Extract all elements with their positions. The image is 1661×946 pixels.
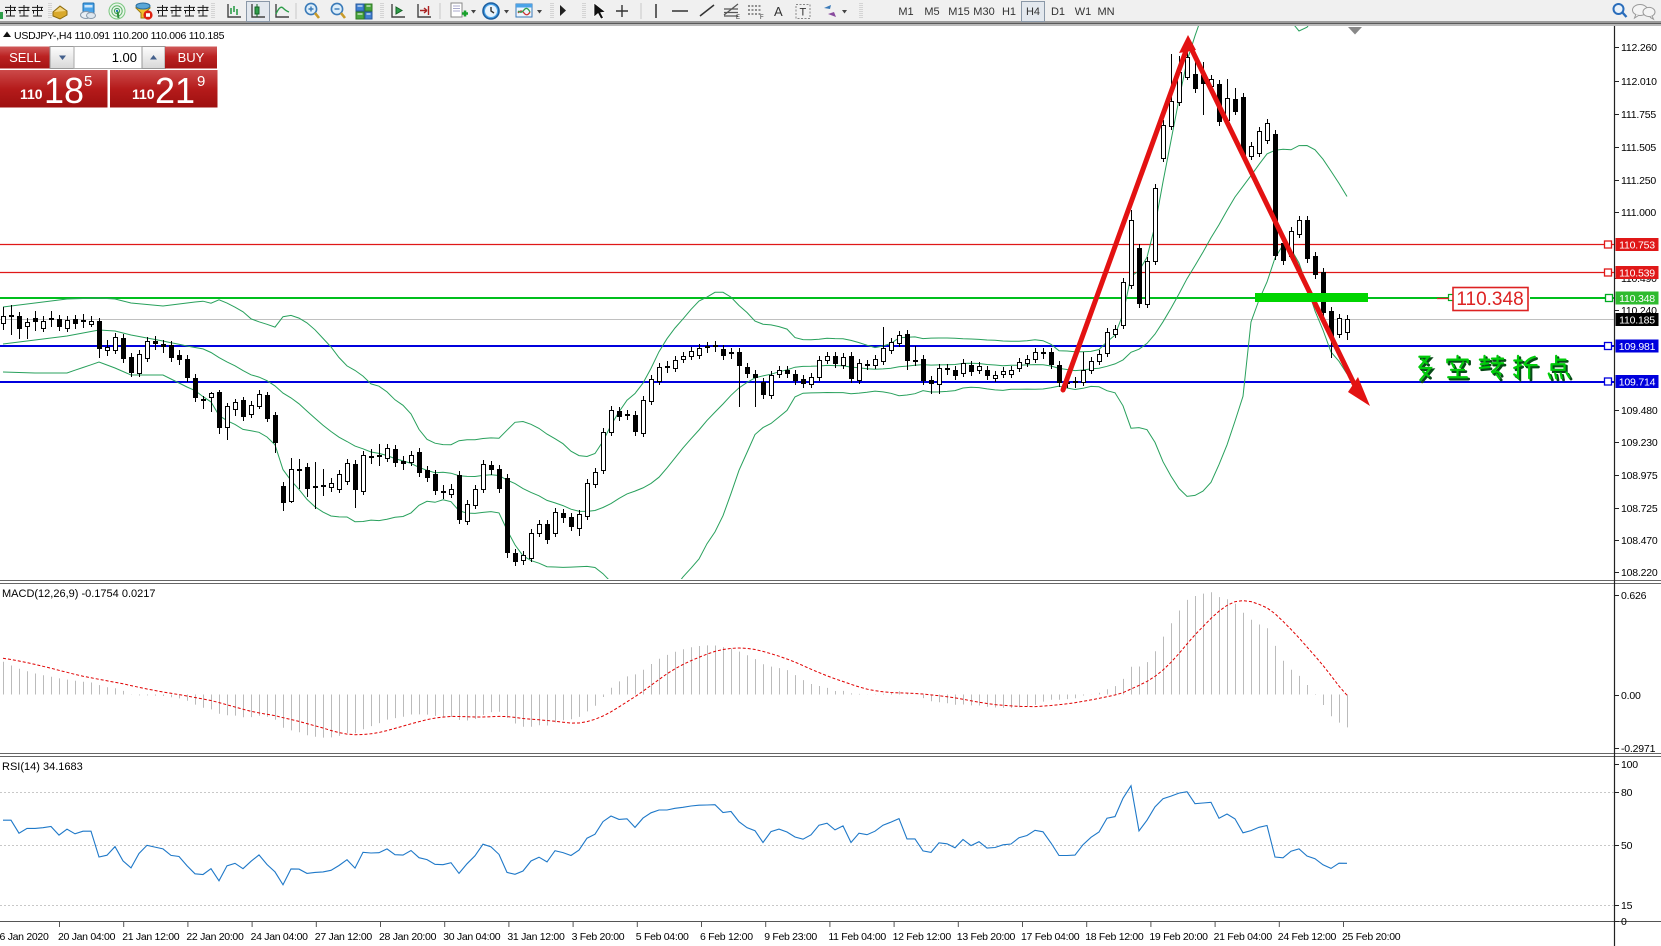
svg-text:E: E [736,15,740,21]
svg-text:111.000: 111.000 [1621,207,1656,219]
svg-text:24 Feb 12:00: 24 Feb 12:00 [1278,931,1337,943]
svg-text:T: T [800,7,807,19]
svg-text:111.505: 111.505 [1621,142,1656,154]
svg-text:109.714: 109.714 [1619,377,1656,389]
svg-text:108.220: 108.220 [1621,567,1658,579]
svg-text:108.470: 108.470 [1621,535,1658,547]
svg-text:H4: H4 [1026,6,1040,18]
svg-text:25 Feb 20:00: 25 Feb 20:00 [1342,931,1401,943]
svg-text:19 Feb 20:00: 19 Feb 20:00 [1149,931,1208,943]
svg-text:D1: D1 [1051,6,1065,18]
svg-text:0.626: 0.626 [1621,590,1647,602]
svg-text:MACD(12,26,9) -0.1754 0.0217: MACD(12,26,9) -0.1754 0.0217 [2,588,155,600]
svg-text:13 Feb 20:00: 13 Feb 20:00 [957,931,1016,943]
svg-text:109.981: 109.981 [1619,341,1656,353]
svg-text:9: 9 [197,73,205,90]
svg-text:109.230: 109.230 [1621,437,1658,449]
svg-text:RSI(14) 34.1683: RSI(14) 34.1683 [2,761,83,773]
svg-text:M15: M15 [948,6,969,18]
svg-text:11 Feb 04:00: 11 Feb 04:00 [828,931,886,943]
svg-text:9 Feb 23:00: 9 Feb 23:00 [764,931,817,943]
svg-text:27 Jan 12:00: 27 Jan 12:00 [315,931,373,943]
svg-text:109.480: 109.480 [1621,405,1658,417]
svg-text:21: 21 [155,70,195,111]
svg-text:SELL: SELL [9,50,41,65]
svg-text:USDJPY-,H4 110.091 110.200 11: USDJPY-,H4 110.091 110.200 110.006 110.1… [14,30,225,42]
svg-text:0.00: 0.00 [1621,690,1641,702]
svg-text:50: 50 [1621,840,1633,852]
svg-text:12 Feb 12:00: 12 Feb 12:00 [893,931,952,943]
svg-text:20 Jan 04:00: 20 Jan 04:00 [58,931,116,943]
svg-text:110.348: 110.348 [1619,293,1655,305]
svg-text:100: 100 [1621,759,1638,771]
svg-text:3 Feb 20:00: 3 Feb 20:00 [572,931,625,943]
svg-text:5 Feb 04:00: 5 Feb 04:00 [636,931,689,943]
svg-text:108.975: 108.975 [1621,470,1658,482]
svg-text:0: 0 [1621,916,1627,928]
svg-text:24 Jan 04:00: 24 Jan 04:00 [251,931,309,943]
svg-text:110.753: 110.753 [1619,240,1655,252]
svg-text:16 Jan 2020: 16 Jan 2020 [0,931,49,943]
svg-text:110: 110 [132,86,155,102]
svg-text:M5: M5 [924,6,939,18]
svg-text:108.725: 108.725 [1621,503,1658,515]
svg-text:110.539: 110.539 [1619,268,1655,280]
svg-text:M1: M1 [898,6,913,18]
svg-text:22 Jan 20:00: 22 Jan 20:00 [186,931,244,943]
svg-text:21 Jan 12:00: 21 Jan 12:00 [122,931,180,943]
svg-text:H1: H1 [1002,6,1016,18]
svg-text:MN: MN [1097,6,1114,18]
svg-text:111.755: 111.755 [1621,109,1656,121]
svg-text:112.260: 112.260 [1621,42,1657,54]
svg-text:15: 15 [1621,900,1633,912]
svg-text:28 Jan 20:00: 28 Jan 20:00 [379,931,437,943]
svg-text:-0.2971: -0.2971 [1621,743,1656,755]
svg-text:A: A [774,4,783,19]
svg-text:18 Feb 12:00: 18 Feb 12:00 [1085,931,1144,943]
svg-text:112.010: 112.010 [1621,76,1657,88]
svg-text:M30: M30 [973,6,994,18]
svg-text:W1: W1 [1075,6,1092,18]
svg-text:1.00: 1.00 [112,50,137,65]
svg-text:21 Feb 04:00: 21 Feb 04:00 [1214,931,1273,943]
svg-text:18: 18 [44,70,84,111]
svg-text:80: 80 [1621,787,1633,799]
svg-text:110: 110 [20,86,43,102]
svg-text:6 Feb 12:00: 6 Feb 12:00 [700,931,753,943]
svg-text:BUY: BUY [178,50,205,65]
svg-text:110.185: 110.185 [1619,315,1655,327]
svg-text:17 Feb 04:00: 17 Feb 04:00 [1021,931,1080,943]
svg-text:F: F [760,15,764,21]
svg-text:111.250: 111.250 [1621,175,1656,187]
svg-text:31 Jan 12:00: 31 Jan 12:00 [507,931,565,943]
svg-text:30 Jan 04:00: 30 Jan 04:00 [443,931,501,943]
svg-text:110.348: 110.348 [1456,289,1523,310]
svg-text:5: 5 [84,73,92,90]
